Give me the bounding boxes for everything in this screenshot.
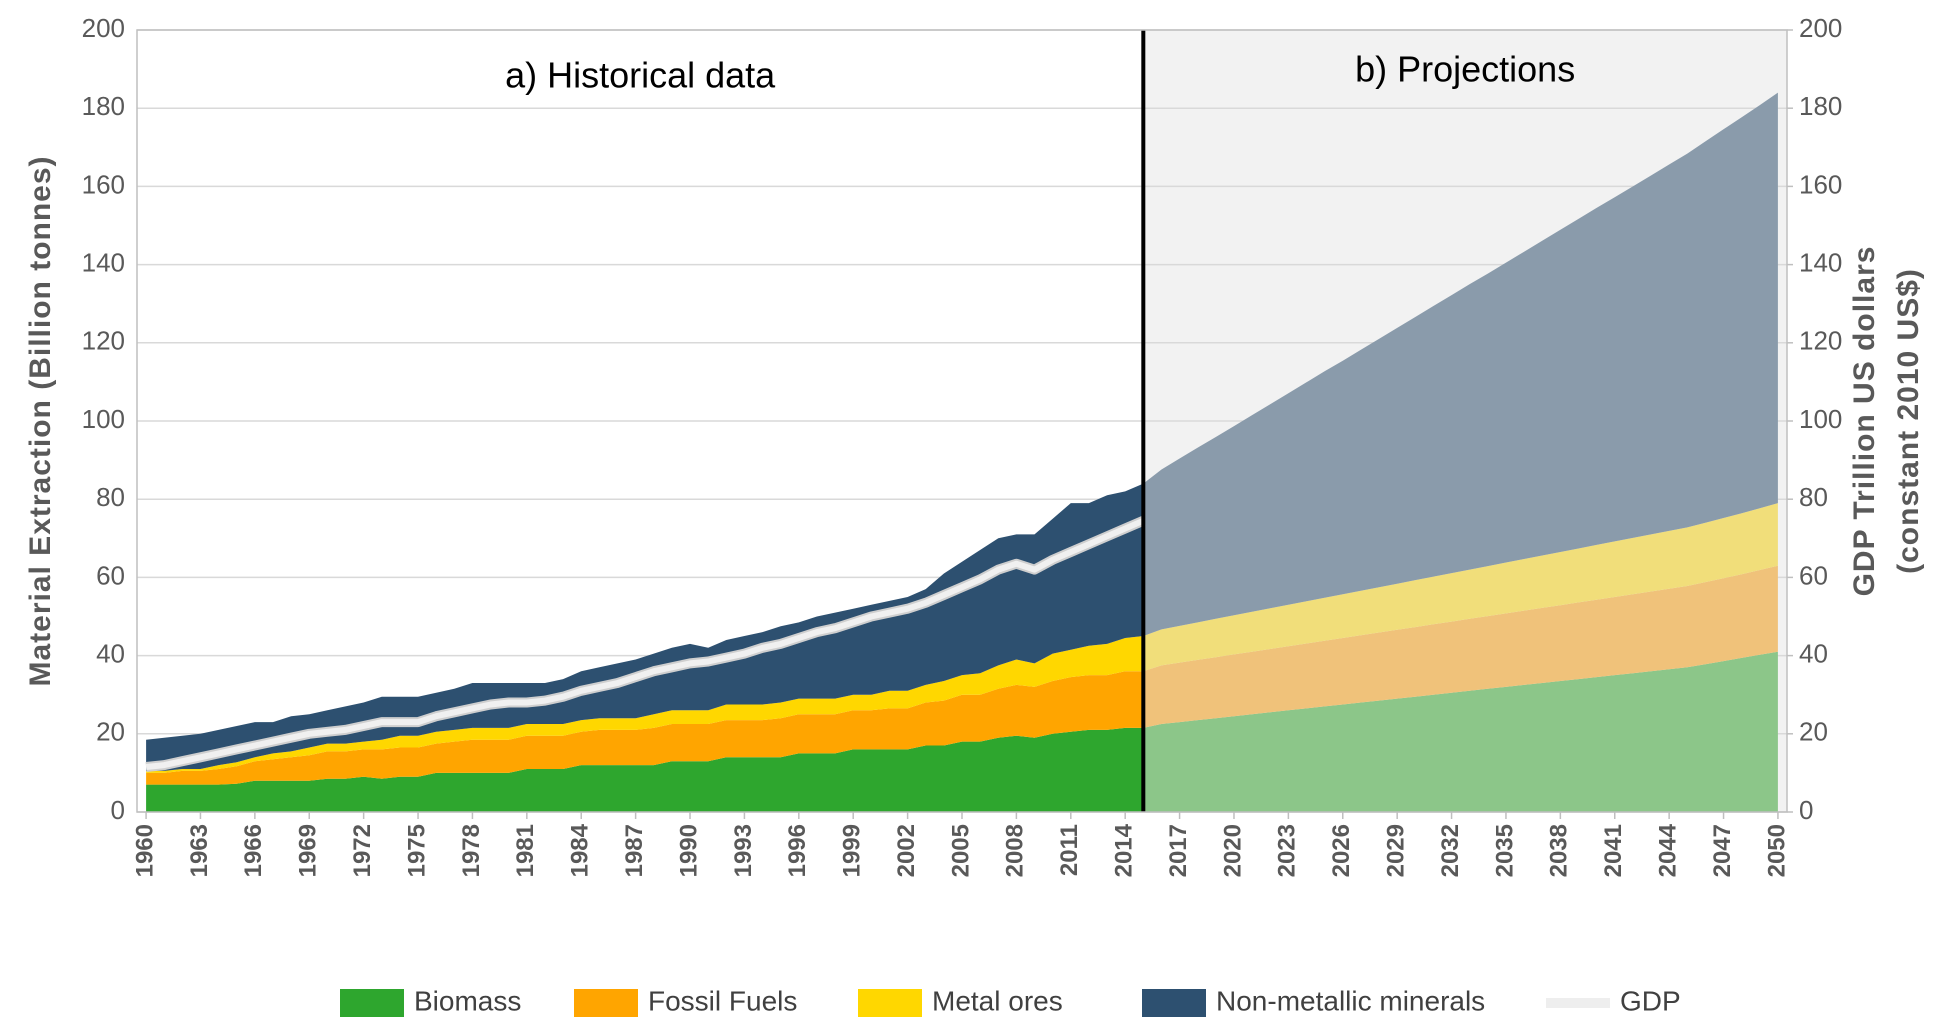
- y-tick-label: 60: [96, 560, 125, 590]
- area: [146, 483, 1144, 771]
- y2-tick-label: 20: [1799, 717, 1828, 747]
- x-tick-label: 2035: [1491, 824, 1518, 877]
- legend-swatch: [858, 989, 922, 1017]
- y2-tick-label: 0: [1799, 795, 1813, 825]
- x-tick-label: 1996: [784, 824, 811, 877]
- gdp-line: [145, 517, 1145, 770]
- x-tick-label: 2023: [1274, 824, 1301, 877]
- y-tick-label: 40: [96, 638, 125, 668]
- legend-swatch: [340, 989, 404, 1017]
- y-tick-label: 100: [82, 404, 125, 434]
- x-tick-label: 2026: [1328, 824, 1355, 877]
- y2-axis-label: (constant 2010 US$): [1892, 268, 1925, 574]
- x-tick-label: 1960: [131, 824, 158, 877]
- y2-tick-label: 140: [1799, 247, 1842, 277]
- x-tick-label: 2038: [1546, 824, 1573, 877]
- annotation: a) Historical data: [505, 55, 776, 96]
- legend-swatch: [574, 989, 638, 1017]
- y2-axis-label: GDP Trillion US dollars: [1848, 246, 1881, 597]
- x-tick-label: 1969: [295, 824, 322, 877]
- legend-swatch: [1546, 998, 1610, 1008]
- y2-tick-label: 180: [1799, 91, 1842, 121]
- x-tick-label: 2050: [1763, 824, 1790, 877]
- area: [146, 727, 1144, 812]
- x-tick-label: 2029: [1383, 824, 1410, 877]
- x-tick-label: 1999: [839, 824, 866, 877]
- legend-label: Fossil Fuels: [648, 985, 797, 1016]
- y-tick-label: 180: [82, 91, 125, 121]
- x-tick-label: 1984: [567, 823, 594, 877]
- legend-label: Non-metallic minerals: [1216, 985, 1485, 1016]
- legend-label: Metal ores: [932, 985, 1063, 1016]
- x-tick-label: 2017: [1165, 824, 1192, 877]
- area: [1143, 565, 1778, 728]
- y-tick-label: 200: [82, 13, 125, 43]
- x-tick-label: 1990: [675, 824, 702, 877]
- y2-tick-label: 200: [1799, 13, 1842, 43]
- area: [1143, 651, 1778, 812]
- x-tick-label: 2011: [1056, 824, 1083, 876]
- y-tick-label: 0: [111, 795, 125, 825]
- x-tick-label: 2020: [1219, 824, 1246, 877]
- y2-tick-label: 60: [1799, 560, 1828, 590]
- x-tick-label: 1993: [730, 824, 757, 877]
- x-tick-label: 2002: [893, 824, 920, 877]
- x-tick-label: 1966: [240, 824, 267, 877]
- y-axis-label: Material Extraction (Billion tonnes): [24, 155, 57, 686]
- x-tick-label: 2005: [947, 824, 974, 877]
- y-tick-label: 160: [82, 169, 125, 199]
- area: [146, 636, 1144, 773]
- annotation: b) Projections: [1355, 49, 1575, 90]
- y-tick-label: 80: [96, 482, 125, 512]
- x-tick-label: 1975: [403, 824, 430, 877]
- x-tick-label: 2041: [1600, 824, 1627, 877]
- x-tick-label: 1963: [186, 824, 213, 877]
- y2-tick-label: 80: [1799, 482, 1828, 512]
- y2-tick-label: 160: [1799, 169, 1842, 199]
- area: [146, 671, 1144, 785]
- y2-tick-label: 120: [1799, 326, 1842, 356]
- area: [1143, 503, 1778, 672]
- x-tick-label: 1978: [458, 824, 485, 877]
- y2-tick-label: 40: [1799, 638, 1828, 668]
- y-tick-label: 120: [82, 326, 125, 356]
- x-tick-label: 2032: [1437, 824, 1464, 877]
- x-tick-label: 1981: [512, 824, 539, 877]
- x-tick-label: 1972: [349, 824, 376, 877]
- area: [1143, 92, 1778, 637]
- x-tick-label: 1987: [621, 824, 648, 877]
- x-tick-label: 2044: [1654, 823, 1681, 877]
- y-tick-label: 20: [96, 717, 125, 747]
- legend-swatch: [1142, 989, 1206, 1017]
- legend-label: GDP: [1620, 985, 1681, 1016]
- y2-tick-label: 100: [1799, 404, 1842, 434]
- legend-label: Biomass: [414, 985, 521, 1016]
- x-tick-label: 2014: [1111, 823, 1138, 877]
- y-tick-label: 140: [82, 247, 125, 277]
- x-tick-label: 2047: [1709, 824, 1736, 877]
- x-tick-label: 2008: [1002, 824, 1029, 877]
